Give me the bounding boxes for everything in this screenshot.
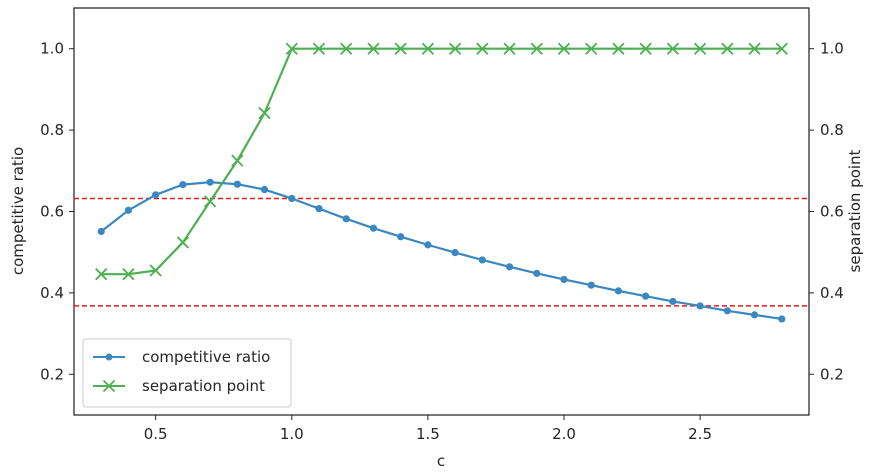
data-point-separation-point bbox=[95, 268, 108, 281]
data-point-separation-point bbox=[666, 42, 680, 55]
y-right-tick-label: 0.8 bbox=[820, 121, 844, 139]
x-axis-ticks: 0.5 1.0 1.5 2.0 2.5 bbox=[144, 415, 712, 443]
data-point-separation-point bbox=[149, 264, 162, 277]
data-point-separation-point bbox=[394, 42, 407, 55]
data-point-competitive-ratio bbox=[451, 249, 459, 257]
y-left-tick-label: 0.8 bbox=[40, 121, 64, 139]
y-axis-right-ticks: 0.2 0.4 0.6 0.8 1.0 bbox=[809, 40, 844, 383]
legend-marker-separation-point bbox=[102, 379, 116, 393]
data-point-separation-point bbox=[530, 42, 543, 55]
legend-marker-competitive-ratio bbox=[105, 353, 113, 361]
y-right-tick-label: 0.2 bbox=[820, 365, 844, 383]
legend: competitive ratio separation point bbox=[82, 338, 292, 408]
data-point-competitive-ratio bbox=[397, 233, 405, 241]
y-left-tick-label: 0.2 bbox=[40, 365, 64, 383]
data-point-separation-point bbox=[231, 154, 244, 167]
data-point-separation-point bbox=[639, 42, 652, 55]
data-point-competitive-ratio bbox=[369, 224, 378, 232]
data-point-separation-point bbox=[775, 42, 788, 55]
data-point-competitive-ratio bbox=[614, 287, 623, 295]
y-axis-right-label: separation point bbox=[846, 149, 864, 272]
data-point-competitive-ratio bbox=[505, 263, 514, 271]
data-point-competitive-ratio bbox=[233, 180, 241, 188]
x-tick-label: 1.5 bbox=[416, 425, 440, 443]
data-point-competitive-ratio bbox=[587, 281, 595, 289]
data-point-competitive-ratio bbox=[642, 292, 650, 300]
data-point-separation-point bbox=[176, 236, 190, 249]
y-left-tick-label: 0.4 bbox=[40, 284, 64, 302]
data-point-separation-point bbox=[340, 42, 353, 55]
legend-label-competitive-ratio: competitive ratio bbox=[142, 348, 270, 366]
data-point-separation-point bbox=[258, 106, 271, 120]
data-point-separation-point bbox=[367, 42, 380, 55]
data-point-competitive-ratio bbox=[424, 241, 432, 249]
data-point-separation-point bbox=[312, 42, 326, 55]
data-point-competitive-ratio bbox=[206, 178, 214, 186]
data-point-competitive-ratio bbox=[533, 269, 541, 277]
y-right-tick-label: 0.4 bbox=[820, 284, 844, 302]
data-point-competitive-ratio bbox=[478, 256, 486, 264]
data-point-competitive-ratio bbox=[124, 206, 133, 214]
data-point-competitive-ratio bbox=[778, 315, 786, 323]
x-tick-label: 0.5 bbox=[144, 425, 168, 443]
y-axis-left-ticks: 0.2 0.4 0.6 0.8 1.0 bbox=[40, 40, 74, 383]
legend-box bbox=[82, 338, 292, 408]
data-point-separation-point bbox=[748, 42, 761, 55]
data-point-separation-point bbox=[285, 42, 298, 55]
data-point-separation-point bbox=[585, 42, 598, 55]
x-tick-label: 2.0 bbox=[552, 425, 576, 443]
y-left-tick-label: 1.0 bbox=[40, 40, 64, 58]
data-point-competitive-ratio bbox=[669, 297, 677, 306]
data-point-competitive-ratio bbox=[152, 191, 160, 199]
series-layer bbox=[95, 42, 788, 323]
data-point-separation-point bbox=[503, 42, 516, 55]
data-point-competitive-ratio bbox=[179, 181, 187, 189]
data-point-separation-point bbox=[612, 42, 625, 55]
data-point-competitive-ratio bbox=[723, 307, 731, 315]
x-tick-label: 1.0 bbox=[280, 425, 304, 443]
data-point-competitive-ratio bbox=[97, 227, 105, 236]
data-point-separation-point bbox=[693, 42, 707, 55]
x-tick-label: 2.5 bbox=[688, 425, 712, 443]
y-right-tick-label: 0.6 bbox=[820, 203, 844, 221]
data-point-competitive-ratio bbox=[560, 275, 568, 284]
data-point-separation-point bbox=[421, 42, 435, 55]
data-point-competitive-ratio bbox=[696, 302, 704, 310]
data-point-separation-point bbox=[203, 195, 217, 208]
data-point-competitive-ratio bbox=[315, 205, 323, 213]
x-axis-label: c bbox=[437, 452, 445, 470]
series-line-competitive-ratio bbox=[100, 181, 782, 321]
data-point-separation-point bbox=[448, 42, 462, 55]
data-point-separation-point bbox=[557, 42, 571, 55]
data-point-separation-point bbox=[122, 268, 135, 281]
data-point-competitive-ratio bbox=[750, 311, 759, 319]
data-point-competitive-ratio bbox=[342, 215, 350, 223]
data-point-competitive-ratio bbox=[288, 194, 296, 203]
y-axis-left-label: competitive ratio bbox=[9, 147, 27, 275]
data-point-competitive-ratio bbox=[260, 185, 269, 194]
y-right-tick-label: 1.0 bbox=[820, 40, 844, 58]
series-line-separation-point bbox=[101, 47, 782, 276]
legend-label-separation-point: separation point bbox=[142, 377, 265, 395]
y-left-tick-label: 0.6 bbox=[40, 203, 64, 221]
data-point-separation-point bbox=[476, 42, 489, 55]
reference-lines bbox=[74, 197, 809, 307]
data-point-separation-point bbox=[721, 42, 734, 55]
